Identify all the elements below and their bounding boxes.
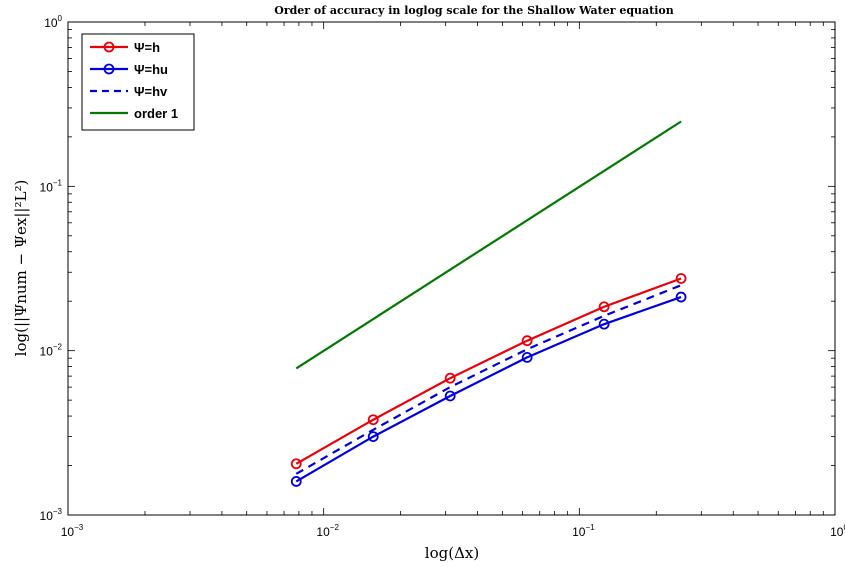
- series-line: [295, 277, 682, 465]
- series-layer: [290, 120, 687, 487]
- series-4: [295, 120, 682, 370]
- data-point: [675, 273, 687, 284]
- data-point: [444, 372, 456, 384]
- x-tick-label: 10−3: [61, 523, 84, 539]
- x-tick-label: 10−1: [572, 523, 595, 539]
- legend: Ψ=h Ψ=hu Ψ=hv order 1: [81, 33, 195, 131]
- y-tick-label: 10−2: [40, 343, 63, 359]
- tick-labels: 10−3 10−2 10−1 100 10−3 10−2 10−1 100: [40, 14, 845, 539]
- chart-title: Order of accuracy in loglog scale for th…: [274, 4, 674, 17]
- data-point: [598, 318, 610, 330]
- legend-label: order 1: [134, 106, 178, 121]
- legend-label: Ψ=h: [134, 40, 160, 55]
- legend-label: Ψ=hv: [134, 84, 168, 99]
- series-line: [295, 296, 682, 483]
- series-line: [295, 284, 682, 475]
- series-line: [295, 120, 682, 370]
- data-point: [367, 414, 379, 426]
- legend-marker: [103, 63, 115, 75]
- x-tick-label: 10−2: [316, 523, 339, 539]
- data-point: [521, 351, 533, 363]
- series-1: [290, 273, 687, 470]
- data-point: [290, 458, 302, 470]
- y-tick-label: 10−3: [40, 507, 63, 523]
- y-axis-label: log(||Ψnum − Ψex||²L²): [12, 180, 30, 357]
- axis-ticks: [67, 22, 835, 516]
- y-tick-label: 10−1: [40, 178, 63, 194]
- legend-marker: [103, 41, 115, 53]
- data-point: [444, 390, 456, 402]
- data-point: [290, 476, 302, 487]
- y-tick-label: 100: [44, 14, 62, 30]
- data-point: [521, 335, 533, 347]
- series-3: [295, 284, 682, 475]
- data-point: [367, 431, 379, 442]
- data-point: [675, 291, 687, 303]
- x-axis-label: log(Δx): [425, 544, 479, 562]
- x-tick-label: 100: [830, 523, 845, 539]
- series-2: [290, 291, 687, 487]
- data-point: [598, 301, 610, 313]
- legend-label: Ψ=hu: [134, 62, 168, 77]
